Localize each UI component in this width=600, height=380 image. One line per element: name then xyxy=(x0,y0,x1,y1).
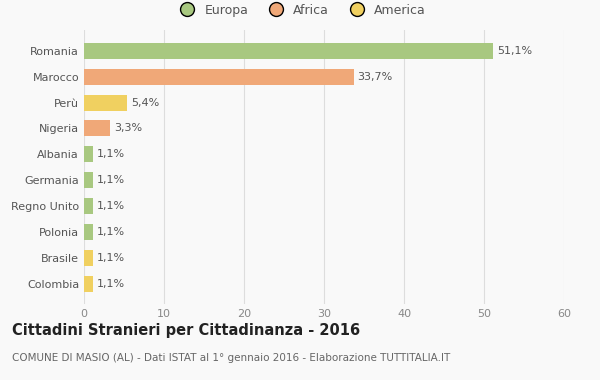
Text: Cittadini Stranieri per Cittadinanza - 2016: Cittadini Stranieri per Cittadinanza - 2… xyxy=(12,323,360,338)
Text: 1,1%: 1,1% xyxy=(97,227,125,237)
Bar xyxy=(84,95,127,111)
Bar xyxy=(84,43,493,59)
Text: 33,7%: 33,7% xyxy=(358,72,393,82)
Text: 1,1%: 1,1% xyxy=(97,279,125,288)
Bar xyxy=(84,224,93,240)
Bar xyxy=(84,69,353,85)
Bar xyxy=(84,250,93,266)
Bar xyxy=(84,146,93,162)
Legend: Europa, Africa, America: Europa, Africa, America xyxy=(172,1,428,19)
Bar xyxy=(84,120,110,136)
Text: 5,4%: 5,4% xyxy=(131,98,160,108)
Text: 1,1%: 1,1% xyxy=(97,253,125,263)
Text: 51,1%: 51,1% xyxy=(497,46,532,56)
Bar xyxy=(84,198,93,214)
Bar xyxy=(84,276,93,291)
Bar xyxy=(84,172,93,188)
Text: 1,1%: 1,1% xyxy=(97,175,125,185)
Text: COMUNE DI MASIO (AL) - Dati ISTAT al 1° gennaio 2016 - Elaborazione TUTTITALIA.I: COMUNE DI MASIO (AL) - Dati ISTAT al 1° … xyxy=(12,353,450,363)
Text: 3,3%: 3,3% xyxy=(115,124,143,133)
Text: 1,1%: 1,1% xyxy=(97,201,125,211)
Text: 1,1%: 1,1% xyxy=(97,149,125,159)
